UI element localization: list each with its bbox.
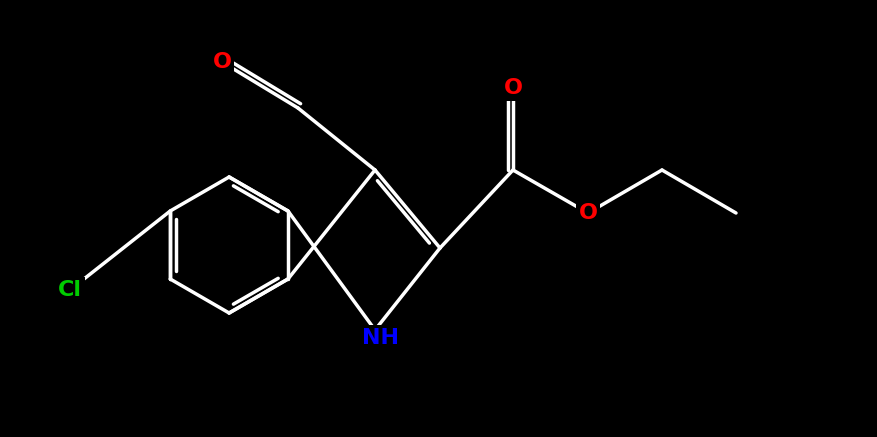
Text: O: O (212, 52, 232, 72)
Text: O: O (579, 203, 597, 223)
Text: NH: NH (361, 328, 398, 348)
Text: O: O (503, 78, 523, 98)
Text: Cl: Cl (58, 280, 82, 300)
